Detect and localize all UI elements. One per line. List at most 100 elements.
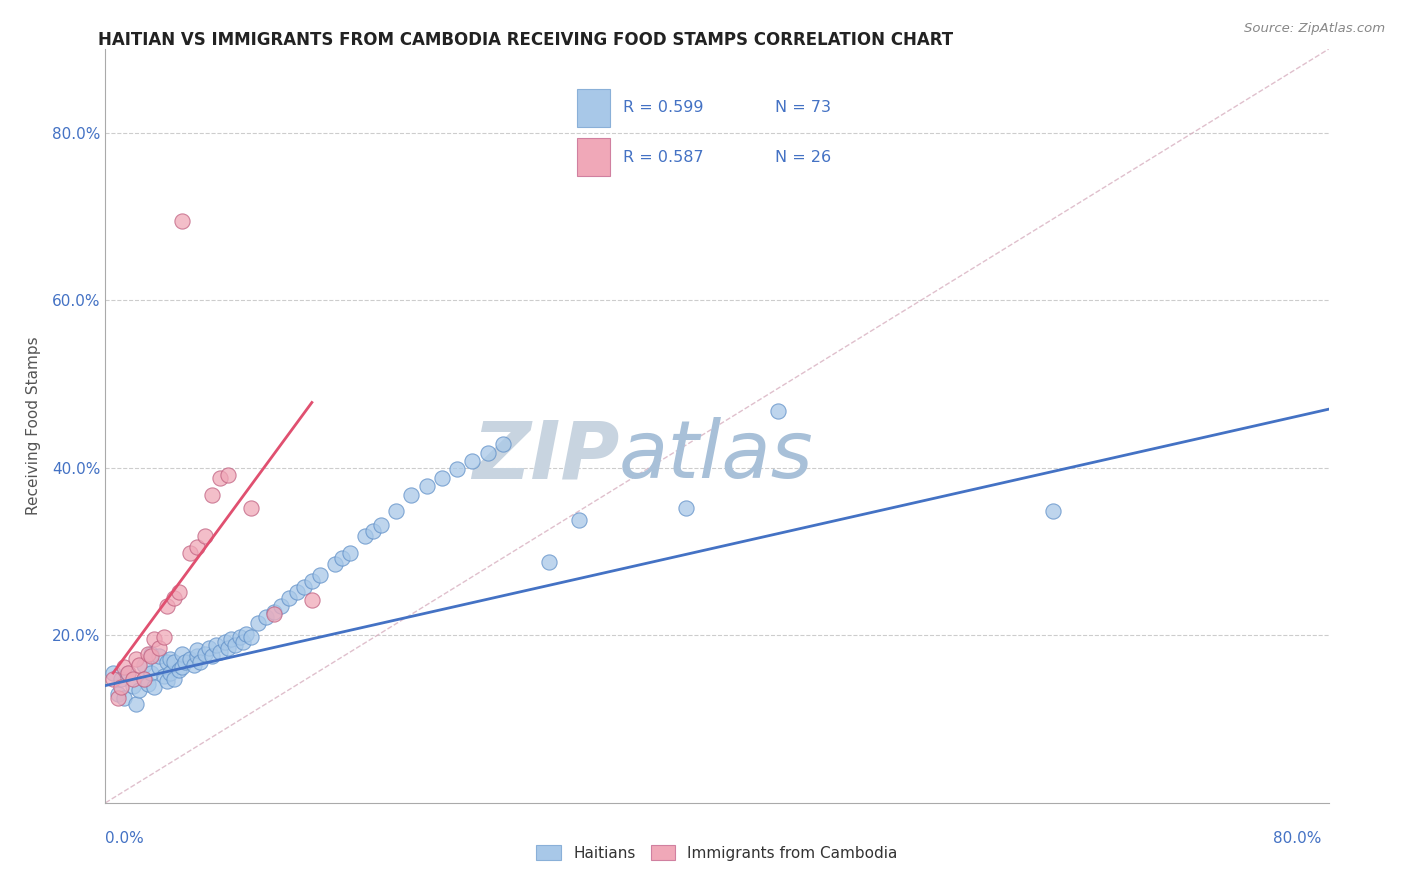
Point: [143, 680, 166, 694]
Point: [224, 638, 246, 652]
Point: [477, 446, 499, 460]
Point: [163, 655, 186, 669]
Point: [219, 632, 242, 647]
Point: [152, 630, 174, 644]
Point: [254, 610, 277, 624]
Point: [132, 672, 155, 686]
Point: [141, 649, 163, 664]
Text: 0.0%: 0.0%: [105, 831, 145, 846]
Point: [675, 501, 697, 516]
Point: [217, 640, 239, 655]
Point: [385, 504, 408, 518]
Point: [155, 599, 177, 613]
Point: [155, 674, 177, 689]
Point: [179, 546, 201, 560]
Point: [1042, 504, 1064, 518]
Point: [201, 487, 224, 501]
Point: [125, 697, 148, 711]
Point: [285, 584, 308, 599]
Point: [415, 479, 437, 493]
Point: [112, 691, 135, 706]
Point: [122, 672, 145, 686]
Text: Source: ZipAtlas.com: Source: ZipAtlas.com: [1244, 22, 1385, 36]
Text: ZIP: ZIP: [472, 417, 619, 495]
Point: [239, 630, 262, 644]
Point: [101, 665, 124, 680]
Point: [232, 635, 254, 649]
Point: [332, 551, 354, 566]
Point: [167, 664, 190, 678]
Legend: Haitians, Immigrants from Cambodia: Haitians, Immigrants from Cambodia: [530, 838, 904, 867]
Point: [323, 557, 346, 571]
Point: [110, 672, 132, 686]
Point: [107, 687, 129, 701]
Point: [201, 649, 224, 664]
Point: [194, 529, 217, 543]
Point: [301, 593, 323, 607]
Point: [183, 657, 205, 672]
Point: [141, 665, 163, 680]
Point: [209, 645, 232, 659]
Text: atlas: atlas: [619, 417, 814, 495]
Point: [148, 649, 170, 664]
Point: [101, 672, 124, 686]
Point: [239, 501, 262, 516]
Point: [301, 574, 323, 588]
Point: [263, 607, 285, 622]
Point: [117, 665, 139, 680]
Point: [112, 660, 135, 674]
Point: [198, 640, 221, 655]
Point: [308, 568, 330, 582]
Point: [170, 660, 193, 674]
Point: [167, 584, 190, 599]
Text: HAITIAN VS IMMIGRANTS FROM CAMBODIA RECEIVING FOOD STAMPS CORRELATION CHART: HAITIAN VS IMMIGRANTS FROM CAMBODIA RECE…: [98, 31, 953, 49]
Point: [209, 471, 232, 485]
Point: [370, 517, 392, 532]
Point: [141, 647, 163, 661]
Point: [768, 404, 790, 418]
Point: [430, 471, 453, 485]
Point: [136, 647, 159, 661]
Point: [159, 665, 181, 680]
Point: [179, 652, 201, 666]
Point: [155, 655, 177, 669]
Y-axis label: Receiving Food Stamps: Receiving Food Stamps: [25, 336, 41, 516]
Point: [492, 437, 515, 451]
Point: [152, 668, 174, 682]
Point: [170, 647, 193, 661]
Point: [235, 626, 257, 640]
Point: [117, 665, 139, 680]
Point: [170, 213, 193, 227]
Point: [148, 660, 170, 674]
Point: [132, 672, 155, 686]
Point: [174, 655, 197, 669]
Point: [107, 691, 129, 706]
Point: [229, 630, 252, 644]
Point: [361, 524, 384, 538]
Point: [159, 652, 181, 666]
Point: [125, 652, 148, 666]
Point: [247, 615, 270, 630]
Point: [186, 643, 208, 657]
Point: [446, 462, 468, 476]
Point: [188, 655, 211, 669]
Point: [339, 546, 361, 560]
Point: [143, 632, 166, 647]
Point: [277, 591, 299, 605]
Point: [204, 638, 226, 652]
Point: [461, 454, 484, 468]
Point: [148, 640, 170, 655]
Point: [132, 657, 155, 672]
Point: [263, 605, 285, 619]
Point: [128, 657, 150, 672]
Point: [186, 649, 208, 664]
Point: [292, 580, 315, 594]
Point: [122, 679, 145, 693]
Point: [163, 672, 186, 686]
Point: [568, 513, 591, 527]
Point: [214, 635, 236, 649]
Point: [186, 541, 208, 555]
Point: [217, 467, 239, 482]
Point: [399, 487, 422, 501]
Text: 80.0%: 80.0%: [1274, 831, 1322, 846]
